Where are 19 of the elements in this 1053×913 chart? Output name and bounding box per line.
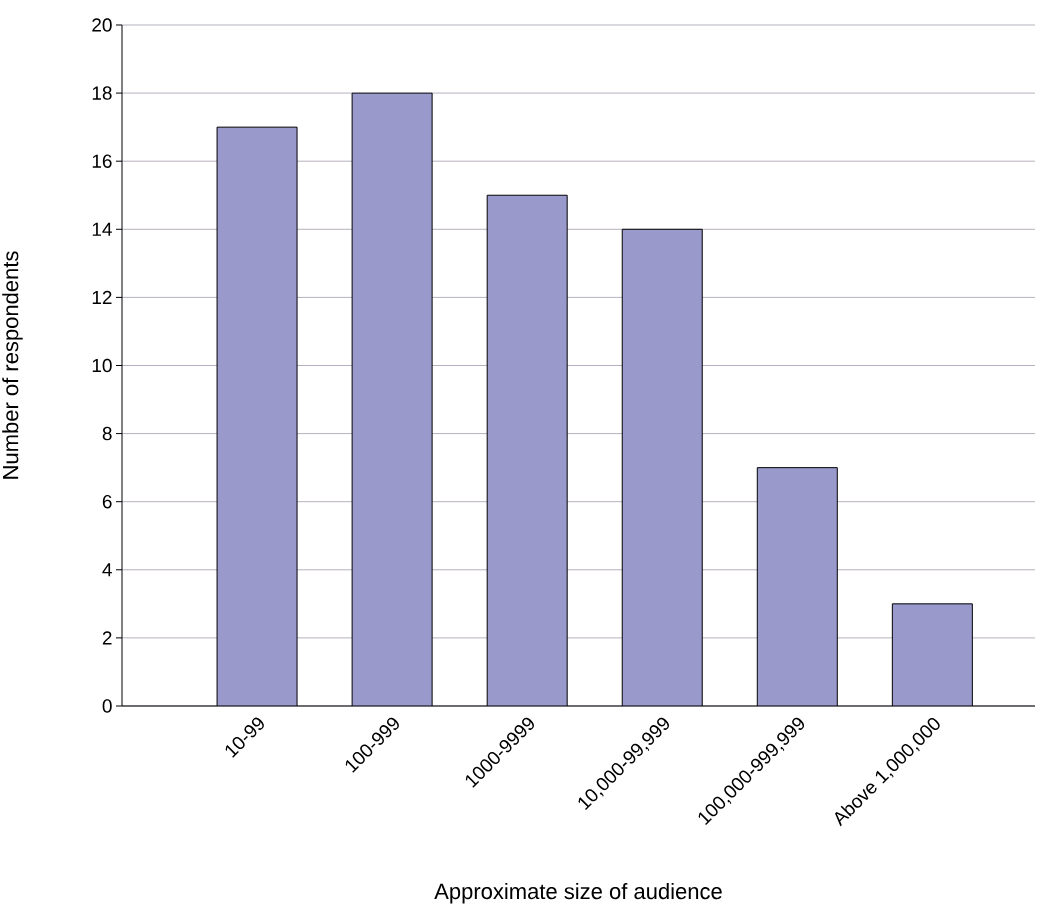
y-tick-label: 8 xyxy=(102,426,112,441)
bar xyxy=(757,467,838,706)
y-axis-title: Number of respondents xyxy=(2,251,23,479)
x-axis-title: Approximate size of audience xyxy=(434,883,722,904)
bar xyxy=(487,195,568,706)
y-tick-label: 4 xyxy=(102,563,112,577)
y-tick-label: 18 xyxy=(92,86,112,100)
bar xyxy=(352,93,433,706)
bar xyxy=(217,127,298,706)
y-tick-label: 10 xyxy=(92,358,112,373)
bar xyxy=(622,229,703,706)
bar xyxy=(891,603,973,706)
y-tick-label: 2 xyxy=(102,631,112,645)
y-tick-label: 0 xyxy=(102,699,112,713)
y-tick-label: 16 xyxy=(92,154,112,168)
y-tick-label: 20 xyxy=(92,18,112,32)
y-tick-label: 6 xyxy=(102,494,112,509)
y-tick-label: 14 xyxy=(92,222,112,236)
y-tick-label: 12 xyxy=(92,290,112,305)
